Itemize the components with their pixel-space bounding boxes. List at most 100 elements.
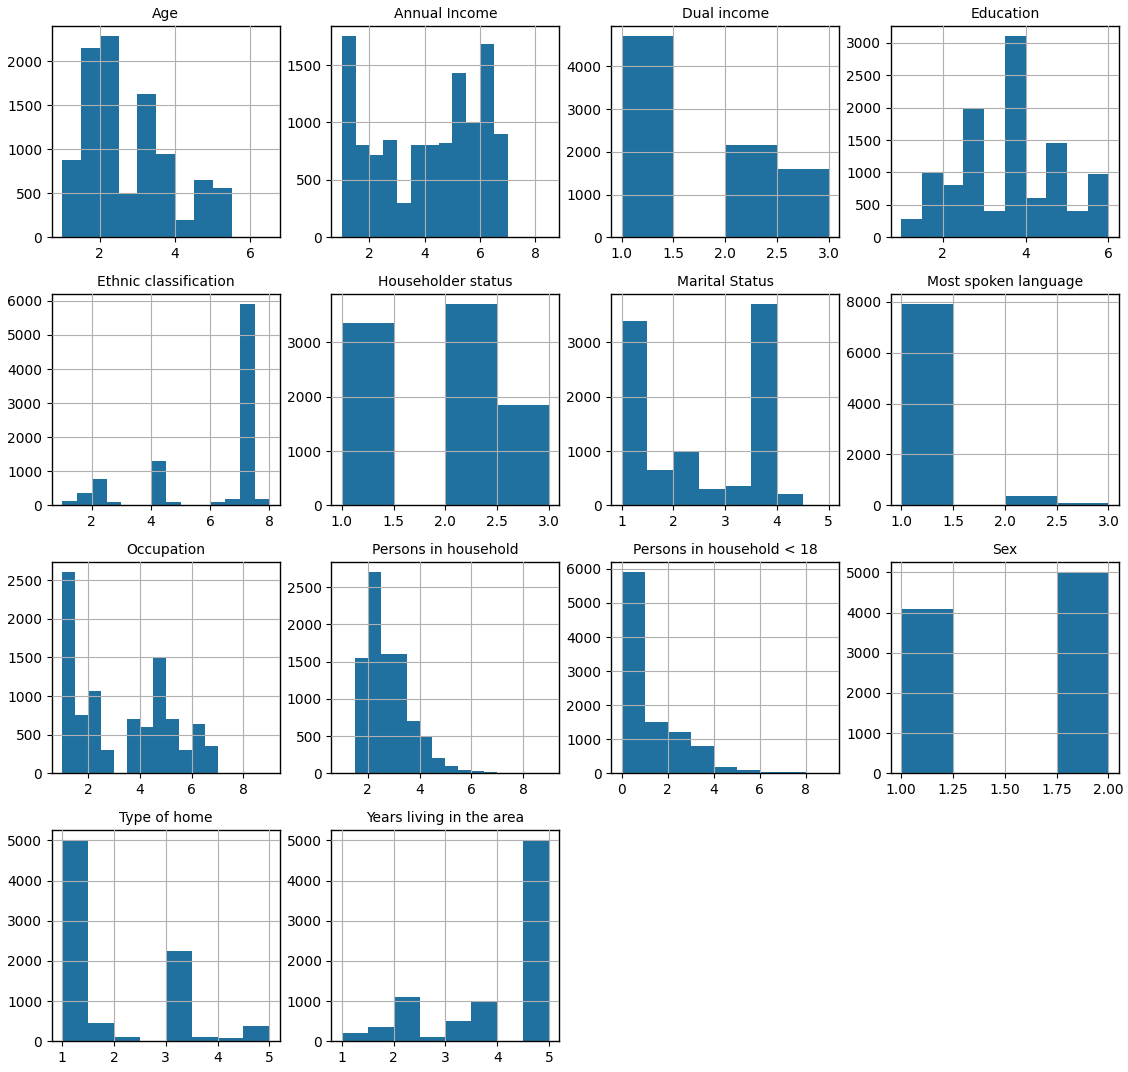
Bar [77, 493, 91, 505]
Bar [647, 470, 673, 505]
Bar [523, 840, 549, 1041]
Bar [166, 951, 192, 1041]
Bar [394, 997, 420, 1041]
Bar [1047, 144, 1067, 237]
Title: Years living in the area: Years living in the area [367, 810, 525, 825]
Bar [425, 146, 439, 237]
Bar [213, 188, 231, 237]
Bar [472, 1001, 497, 1041]
Bar [218, 1038, 244, 1041]
Bar [91, 479, 106, 505]
Bar [368, 572, 380, 773]
Bar [432, 759, 446, 773]
Bar [1005, 36, 1025, 237]
Bar [355, 658, 368, 773]
Bar [394, 654, 406, 773]
Bar [1057, 572, 1109, 773]
Bar [644, 723, 668, 773]
Bar [157, 154, 175, 237]
Title: Dual income: Dual income [681, 6, 768, 21]
Bar [1025, 198, 1047, 237]
Bar [622, 321, 647, 505]
Bar [118, 193, 138, 237]
Bar [943, 185, 963, 237]
Bar [777, 169, 829, 237]
Bar [397, 203, 411, 237]
Bar [62, 840, 88, 1041]
Title: Most spoken language: Most spoken language [927, 274, 1083, 289]
Bar [62, 572, 76, 773]
Bar [901, 219, 922, 237]
Bar [62, 502, 77, 505]
Bar [622, 572, 644, 773]
Bar [240, 304, 255, 505]
Bar [714, 766, 737, 773]
Bar [446, 304, 497, 505]
Bar [458, 770, 472, 773]
Bar [224, 498, 240, 505]
Bar [126, 719, 140, 773]
Bar [439, 144, 452, 237]
Bar [452, 73, 466, 237]
Bar [406, 721, 420, 773]
Bar [255, 498, 270, 505]
Bar [737, 770, 759, 773]
Bar [76, 715, 88, 773]
Bar [479, 44, 494, 237]
Title: Type of home: Type of home [118, 810, 212, 825]
Title: Marital Status: Marital Status [677, 274, 774, 289]
Bar [484, 772, 497, 773]
Bar [370, 154, 384, 237]
Bar [140, 727, 152, 773]
Bar [192, 724, 204, 773]
Bar [420, 736, 432, 773]
Bar [901, 609, 953, 773]
Bar [984, 211, 1005, 237]
Bar [166, 719, 178, 773]
Bar [380, 654, 394, 773]
Bar [88, 1024, 114, 1041]
Bar [210, 502, 224, 505]
Bar [759, 772, 783, 773]
Title: Annual Income: Annual Income [394, 6, 497, 21]
Bar [192, 1038, 218, 1041]
Bar [690, 746, 714, 773]
Bar [194, 180, 213, 237]
Title: Age: Age [152, 6, 179, 21]
Bar [342, 36, 355, 237]
Bar [751, 304, 777, 505]
Bar [466, 122, 479, 237]
Bar [963, 107, 984, 237]
Bar [1005, 496, 1057, 505]
Bar [342, 1033, 368, 1041]
Bar [673, 451, 699, 505]
Bar [411, 146, 425, 237]
Bar [355, 146, 370, 237]
Bar [922, 173, 943, 237]
Bar [99, 36, 118, 237]
Bar [178, 750, 192, 773]
Bar [342, 324, 394, 505]
Bar [244, 1026, 270, 1041]
Bar [138, 93, 157, 237]
Bar [1057, 503, 1109, 505]
Bar [420, 1038, 446, 1041]
Title: Sex: Sex [993, 542, 1017, 557]
Bar [368, 1027, 394, 1041]
Bar [81, 48, 99, 237]
Bar [114, 1038, 140, 1041]
Bar [725, 487, 751, 505]
Title: Ethnic classification: Ethnic classification [97, 274, 235, 289]
Bar [901, 304, 953, 505]
Bar [106, 502, 122, 505]
Bar [1067, 211, 1087, 237]
Bar [668, 732, 690, 773]
Bar [62, 160, 81, 237]
Bar [725, 146, 777, 237]
Bar [494, 134, 508, 237]
Bar [446, 1022, 472, 1041]
Bar [166, 502, 180, 505]
Bar [497, 405, 549, 505]
Bar [88, 691, 102, 773]
Bar [1087, 174, 1109, 237]
